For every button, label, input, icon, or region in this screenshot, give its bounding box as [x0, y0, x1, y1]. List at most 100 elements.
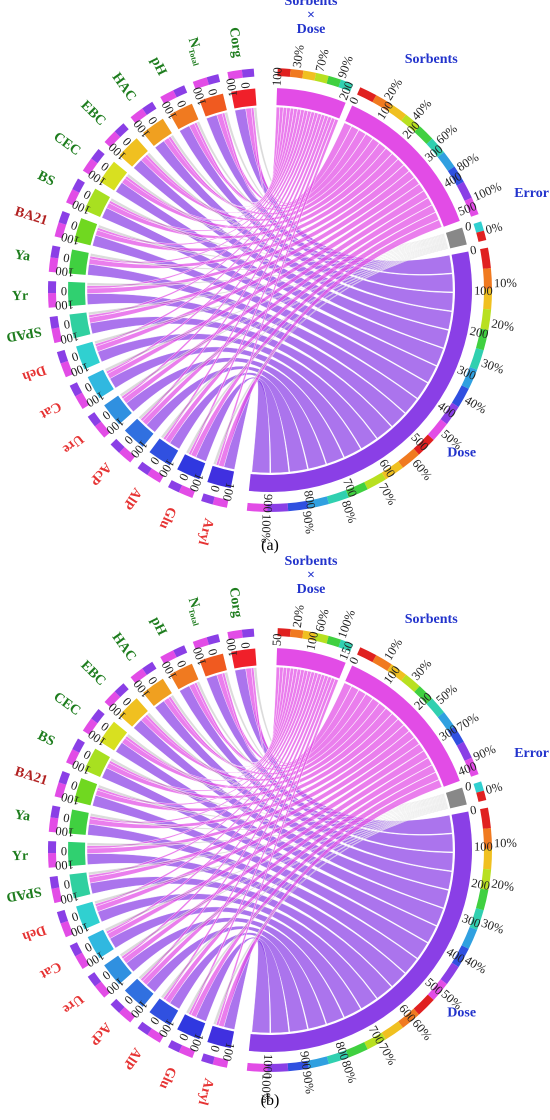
factor-tick-label: 400: [456, 759, 479, 779]
stacked-bar: [82, 158, 98, 175]
sector-tick-label: 100: [223, 77, 240, 98]
stacked-bar: [398, 448, 419, 468]
stacked-bar: [357, 647, 377, 663]
stacked-bar: [130, 668, 147, 684]
factor-tick-label: 100: [474, 840, 493, 854]
ribbon: [95, 737, 420, 912]
stacked-bar: [160, 650, 177, 664]
factor-tick-label: 0: [346, 655, 361, 667]
sector-arc: [345, 105, 460, 227]
variable-label: Cat: [37, 398, 64, 422]
sector-tick-label: 100: [60, 230, 82, 248]
stacked-bar: [483, 848, 492, 870]
variable-label: AlP: [119, 1045, 144, 1072]
sector-tick-label: 0: [62, 810, 71, 825]
factor-tick-label: 0: [469, 243, 478, 258]
stacked-bar: [49, 315, 60, 329]
stacked-bar: [119, 446, 136, 463]
stacked-bar: [473, 221, 484, 233]
stacked-bar: [104, 131, 121, 148]
ribbon: [107, 743, 424, 939]
ribbon: [87, 263, 418, 414]
ribbon: [142, 757, 433, 986]
sector-arc: [124, 978, 154, 1007]
sector-tick-label: 0: [174, 98, 189, 109]
ribbon: [86, 164, 410, 294]
variable-label: AcP: [86, 1019, 114, 1048]
factor-label-error: Error: [514, 186, 549, 201]
stacked-bar: [482, 268, 492, 289]
sector-tick-label: 100: [55, 858, 74, 873]
stacked-bar: [401, 114, 420, 132]
percent-tick-label: 100%: [259, 514, 274, 544]
variable-label: Corg: [226, 586, 245, 618]
ribbon: [164, 204, 436, 444]
variable-label: HAC: [109, 70, 139, 104]
percent-tick-label: 40%: [462, 953, 489, 977]
sector-arc: [68, 281, 86, 307]
stacked-bar: [413, 434, 434, 455]
ribbon: [119, 244, 448, 398]
stacked-bar: [372, 655, 392, 671]
stacked-bar: [66, 189, 80, 206]
variable-label: HAC: [109, 630, 139, 664]
stacked-bar: [277, 628, 291, 637]
factor-label-error: Error: [514, 746, 549, 761]
sector-sorbents-dose: 50 100 150 20% 60% 100% Sorbents×Dose: [270, 554, 358, 679]
sector-arc: [69, 872, 91, 899]
stacked-bar: [50, 245, 61, 259]
ribbon: [221, 667, 284, 761]
stacked-bar: [201, 1053, 215, 1065]
stacked-bar: [480, 308, 492, 331]
ribbon: [164, 764, 436, 1004]
factor-tick-label: 50: [270, 633, 285, 646]
stacked-bar: [167, 480, 183, 493]
ribbon: [105, 673, 322, 935]
ribbon: [190, 212, 440, 458]
factor-tick-label: 200: [336, 79, 356, 102]
ribbon: [133, 719, 449, 909]
variable-label: BA21: [13, 764, 49, 788]
ribbon: [105, 113, 322, 375]
factor-label-sorbents-dose: Sorbents: [285, 554, 338, 569]
stacked-bar: [206, 634, 221, 645]
sector-arc: [170, 103, 199, 130]
variable-label: Yr: [12, 849, 29, 864]
stacked-bar: [480, 247, 491, 269]
stacked-bar: [142, 101, 157, 115]
ribbon: [185, 246, 449, 455]
variable-label: Aryl: [195, 1076, 216, 1106]
sector-tick-label: 100: [190, 85, 209, 107]
stacked-bar: [227, 69, 243, 80]
stacked-bar: [94, 421, 111, 438]
stacked-bar: [464, 197, 479, 217]
ribbon: [107, 183, 424, 379]
stacked-bar: [451, 385, 469, 407]
ribbon: [124, 108, 298, 222]
stacked-bar: [87, 972, 102, 987]
sector-arc: [445, 227, 467, 249]
sector-arc: [207, 1025, 235, 1049]
ribbon: [138, 245, 448, 420]
factor-tick-label: 100: [270, 67, 285, 86]
stacked-bar: [326, 75, 342, 88]
percent-tick-label: 30%: [480, 356, 506, 377]
stacked-bar: [48, 292, 57, 308]
stacked-bar: [201, 493, 215, 505]
ribbon: [108, 668, 302, 792]
stacked-bar: [241, 68, 255, 78]
sector-tick-label: 0: [238, 642, 253, 650]
sector-arc: [199, 93, 227, 117]
ribbon: [110, 757, 447, 818]
ribbon: [89, 876, 392, 999]
ribbon: [253, 667, 445, 808]
stacked-bar: [475, 328, 489, 351]
variable-label: Ure: [59, 991, 86, 1017]
stacked-bar: [381, 1021, 403, 1040]
factor-tick-label: 100: [303, 630, 321, 651]
stacked-bar: [94, 981, 111, 998]
sector-arc: [104, 955, 132, 985]
variable-label: Deh: [20, 922, 48, 944]
sector-tick-label: 0: [82, 380, 94, 395]
percent-tick-label: 80%: [339, 499, 360, 525]
